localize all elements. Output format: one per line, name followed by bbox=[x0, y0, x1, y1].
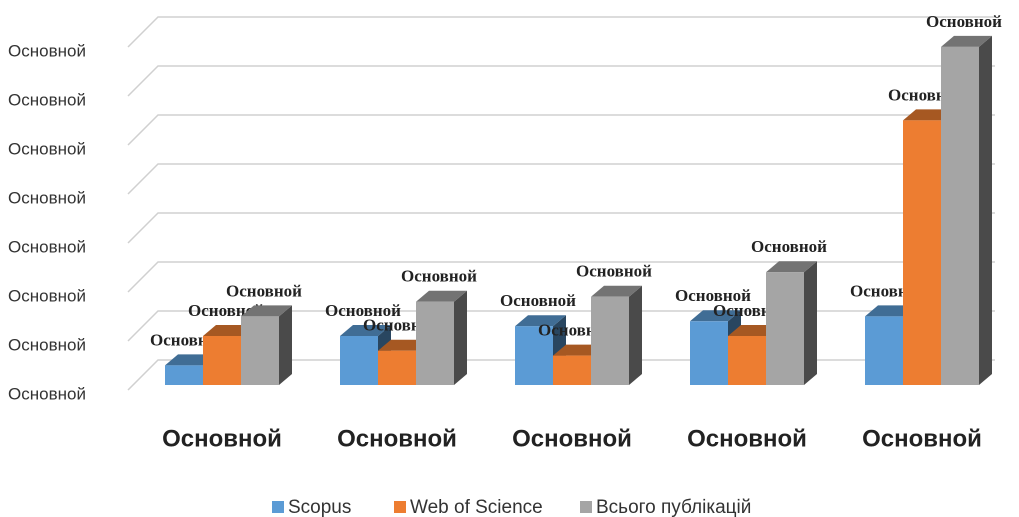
bar-face bbox=[941, 35, 992, 47]
y-tick-label: Основной bbox=[8, 139, 86, 158]
data-label: Основной bbox=[500, 291, 576, 310]
x-tick-label: Основной bbox=[512, 425, 632, 452]
bar-face bbox=[340, 336, 378, 385]
bar-face bbox=[340, 325, 391, 336]
y-tick-label: Основной bbox=[8, 41, 86, 60]
bar-face bbox=[690, 321, 728, 385]
grid-line bbox=[127, 261, 995, 293]
bar-face bbox=[766, 272, 804, 385]
bar-face bbox=[629, 285, 642, 385]
y-tick-label: Основной bbox=[8, 286, 86, 305]
bar-face bbox=[165, 365, 203, 385]
bar bbox=[416, 290, 467, 385]
legend-label: Всього публікацій bbox=[596, 497, 751, 517]
bar-face bbox=[804, 261, 817, 385]
bar-face bbox=[241, 316, 279, 385]
bar-face bbox=[903, 120, 941, 386]
legend-label: Scopus bbox=[288, 497, 351, 517]
bar-face bbox=[979, 35, 992, 386]
legend-swatch bbox=[394, 501, 406, 513]
y-tick-label: Основной bbox=[8, 384, 86, 403]
data-label: Основной bbox=[401, 267, 477, 286]
bar-face bbox=[941, 46, 979, 386]
grid-line bbox=[127, 163, 995, 195]
y-tick-label: Основной bbox=[8, 237, 86, 256]
data-label: Основной bbox=[751, 237, 827, 256]
bar-face bbox=[203, 336, 241, 385]
bar bbox=[941, 35, 992, 386]
bar-face bbox=[591, 285, 642, 297]
legend-label: Web of Science bbox=[410, 497, 543, 517]
data-label: Основной bbox=[576, 262, 652, 281]
bar-face bbox=[553, 355, 591, 385]
x-tick-label: Основной bbox=[687, 425, 807, 452]
x-tick-label: Основной bbox=[862, 425, 982, 452]
bar bbox=[591, 285, 642, 385]
bar-face bbox=[728, 336, 766, 385]
data-label: Основной bbox=[675, 286, 751, 305]
bar-face bbox=[279, 305, 292, 385]
bar-face bbox=[454, 290, 467, 385]
grid-line bbox=[127, 65, 995, 97]
bar-face bbox=[378, 350, 416, 385]
legend-swatch bbox=[580, 501, 592, 513]
y-tick-label: Основной bbox=[8, 188, 86, 207]
bar-face bbox=[515, 326, 553, 385]
bar bbox=[766, 261, 817, 385]
bar-face bbox=[690, 310, 741, 322]
bar-face bbox=[766, 261, 817, 273]
grid-line bbox=[127, 16, 995, 48]
bar-face bbox=[241, 305, 292, 317]
bar-face bbox=[591, 296, 629, 385]
y-tick-label: Основной bbox=[8, 90, 86, 109]
x-tick-label: Основной bbox=[162, 425, 282, 452]
data-label: Основной bbox=[325, 301, 401, 320]
bar-face bbox=[515, 315, 566, 327]
bar-face bbox=[865, 316, 903, 385]
bar-face bbox=[416, 290, 467, 302]
legend-swatch bbox=[272, 501, 284, 513]
bar-face bbox=[416, 301, 454, 385]
grid-line bbox=[127, 114, 995, 146]
data-label: Основной bbox=[926, 12, 1002, 31]
bar bbox=[241, 305, 292, 385]
y-tick-label: Основной bbox=[8, 335, 86, 354]
x-tick-label: Основной bbox=[337, 425, 457, 452]
data-label: Основной bbox=[226, 281, 302, 300]
grid-line bbox=[127, 212, 995, 244]
